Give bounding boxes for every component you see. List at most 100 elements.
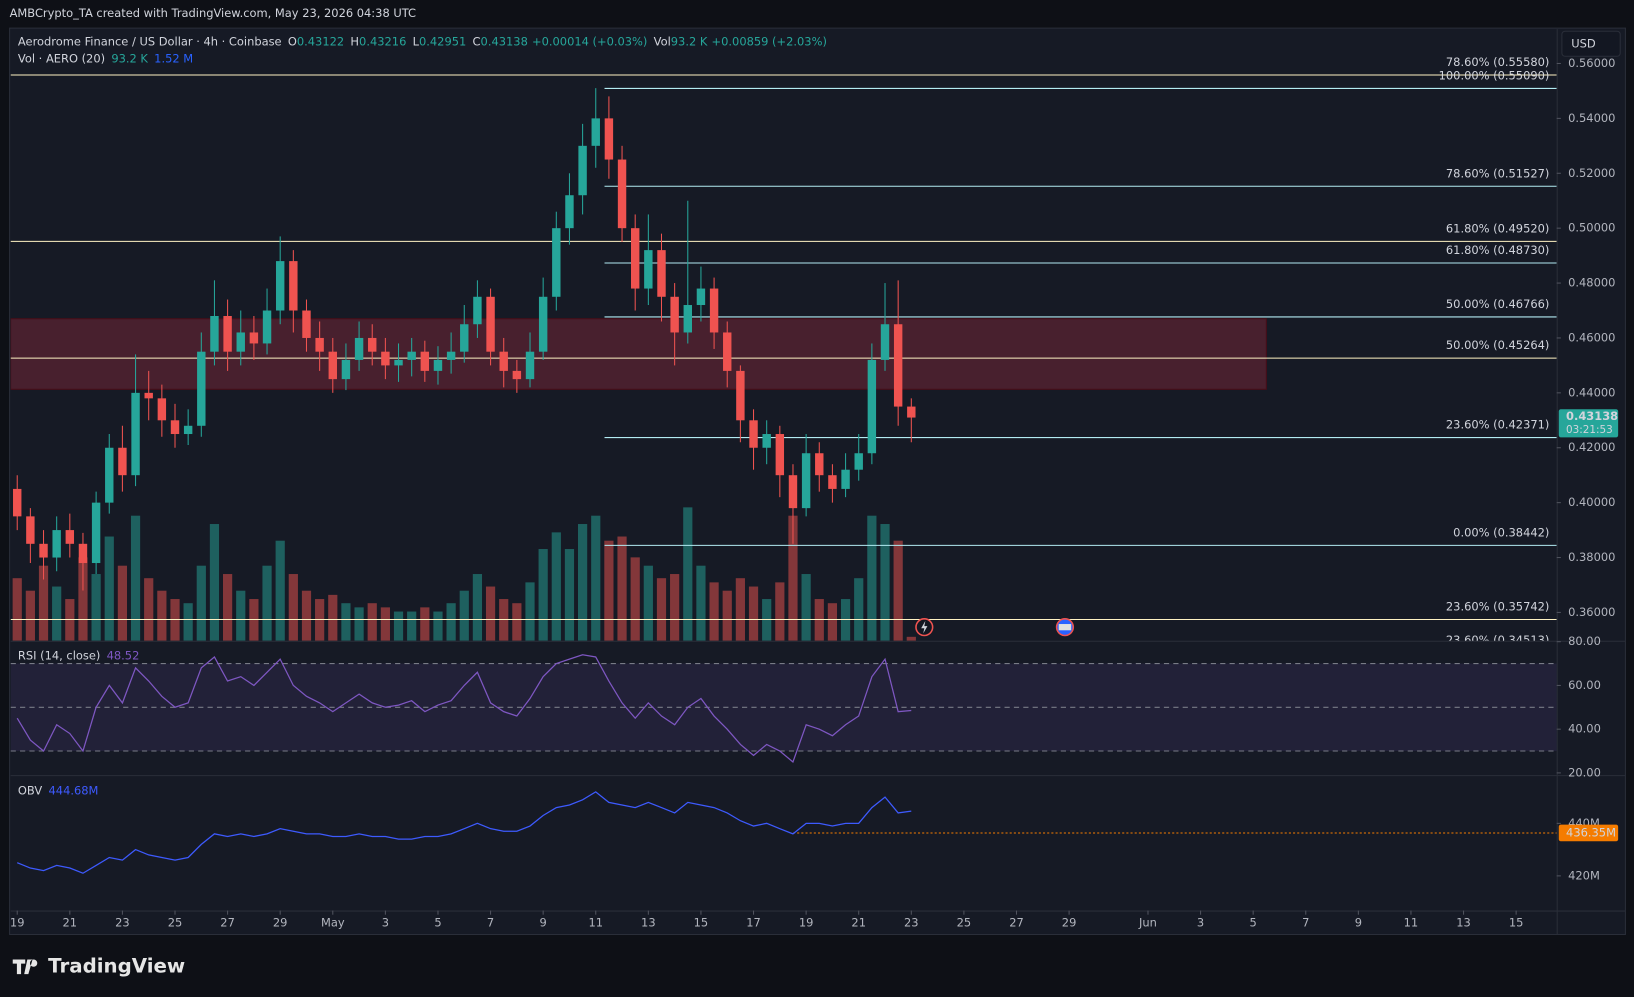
- candle-body: [368, 337, 377, 352]
- volume-bar: [551, 532, 561, 641]
- volume-bar: [867, 515, 877, 641]
- candle-body: [828, 475, 837, 489]
- candle-body: [223, 315, 232, 352]
- volume-bar: [525, 582, 535, 641]
- candle-body: [118, 447, 127, 476]
- volume-bar: [459, 590, 469, 641]
- volume-bar: [433, 611, 443, 641]
- legend-change: +0.00859 (+2.03%): [712, 34, 827, 48]
- legend-key: H: [350, 34, 359, 48]
- legend-key: L: [413, 34, 420, 48]
- volume-bar: [604, 540, 614, 641]
- volume-bar: [25, 590, 35, 641]
- candle-body: [354, 337, 364, 360]
- y-tick-label: 0.46000: [1568, 330, 1615, 344]
- x-tick-label: 23: [115, 916, 130, 930]
- brand: TradingView: [48, 954, 185, 977]
- x-tick-label: 7: [1302, 916, 1309, 930]
- candle-body: [683, 305, 692, 333]
- volume-bar: [906, 636, 916, 641]
- fib-label: 23.60% (0.34513): [1446, 633, 1549, 647]
- x-tick-label: 9: [1355, 916, 1362, 930]
- candle-body: [52, 530, 61, 558]
- candle-body: [525, 351, 535, 380]
- candle-body: [210, 315, 219, 352]
- candle-body: [880, 324, 890, 360]
- x-tick-label: 25: [168, 916, 183, 930]
- candle-body: [867, 359, 877, 454]
- price-tag: [1558, 409, 1619, 438]
- candle-body: [499, 351, 508, 371]
- volume-bar: [393, 611, 404, 641]
- x-tick-label: 13: [641, 916, 656, 930]
- fib-label: 61.80% (0.49520): [1446, 221, 1549, 235]
- obv-title: OBV: [18, 783, 42, 797]
- candle-body: [617, 159, 627, 229]
- symbol: Aerodrome Finance / US Dollar · 4h · Coi…: [18, 34, 282, 48]
- volume-bar: [446, 603, 456, 641]
- y-tick-label: 0.42000: [1568, 440, 1615, 454]
- legend-value: 93.2 K: [671, 34, 708, 48]
- volume-bar: [801, 574, 811, 641]
- x-tick-label: 29: [273, 916, 288, 930]
- x-tick-label: 5: [1250, 916, 1257, 930]
- volume-bar: [52, 586, 62, 641]
- x-tick-label: 3: [1197, 916, 1204, 930]
- volume-bar: [117, 565, 128, 641]
- x-tick-label: 5: [434, 916, 441, 930]
- chart-frame: [9, 27, 1626, 936]
- candle-body: [604, 118, 614, 160]
- volume-bar: [420, 607, 430, 641]
- currency[interactable]: USD: [1571, 36, 1596, 50]
- study-value: 1.52 M: [154, 51, 193, 65]
- volume-bar: [91, 574, 101, 641]
- rsi-title: RSI (14, close): [18, 648, 100, 662]
- candle-body: [275, 261, 285, 311]
- rsi-tick-label: 40.00: [1568, 722, 1601, 736]
- candle-body: [486, 296, 495, 352]
- volume-bar: [288, 574, 298, 641]
- y-tick-label: 0.44000: [1568, 385, 1615, 399]
- volume-bar: [656, 578, 667, 641]
- candle-body: [39, 543, 48, 558]
- obv-tick-label: 420M: [1568, 868, 1600, 882]
- obv-marker-label: 436.35M: [1566, 825, 1616, 839]
- x-tick-label: 13: [1456, 916, 1471, 930]
- event-icon-glyph: [921, 620, 928, 634]
- candle-body: [854, 453, 863, 470]
- candle-body: [315, 337, 324, 352]
- rsi-tick-label: 80.00: [1568, 634, 1601, 648]
- x-tick-label: 3: [382, 916, 389, 930]
- study-name: Vol · AERO (20): [18, 51, 105, 65]
- volume-bar: [630, 557, 640, 641]
- candle-body: [709, 288, 719, 333]
- credit: AMBCrypto_TA created with TradingView.co…: [10, 6, 416, 20]
- x-tick-label: 15: [694, 916, 709, 930]
- volume-bar: [472, 574, 483, 641]
- legend-key: C: [473, 34, 481, 48]
- currency-button[interactable]: [1561, 30, 1621, 57]
- volume-bar: [854, 578, 864, 641]
- volume-bar: [709, 582, 719, 641]
- candle-body: [736, 370, 745, 421]
- volume-bar: [144, 578, 154, 641]
- candle-body: [538, 296, 548, 352]
- volume-bar: [104, 536, 114, 641]
- candle-body: [407, 351, 416, 360]
- brand-logo: [12, 959, 38, 975]
- rsi-tick-label: 20.00: [1568, 765, 1601, 779]
- legend-key: O: [288, 34, 297, 48]
- candle-body: [236, 332, 245, 352]
- candle-body: [78, 543, 88, 564]
- volume-bar: [222, 574, 233, 641]
- y-tick-label: 0.54000: [1568, 111, 1615, 125]
- candle-body: [815, 453, 824, 476]
- x-tick-label: 23: [904, 916, 919, 930]
- volume-bar: [827, 603, 838, 641]
- x-tick-label: 19: [10, 916, 25, 930]
- volume-bar: [380, 607, 390, 641]
- volume-bar: [183, 603, 193, 641]
- countdown: 03:21:53: [1566, 424, 1613, 436]
